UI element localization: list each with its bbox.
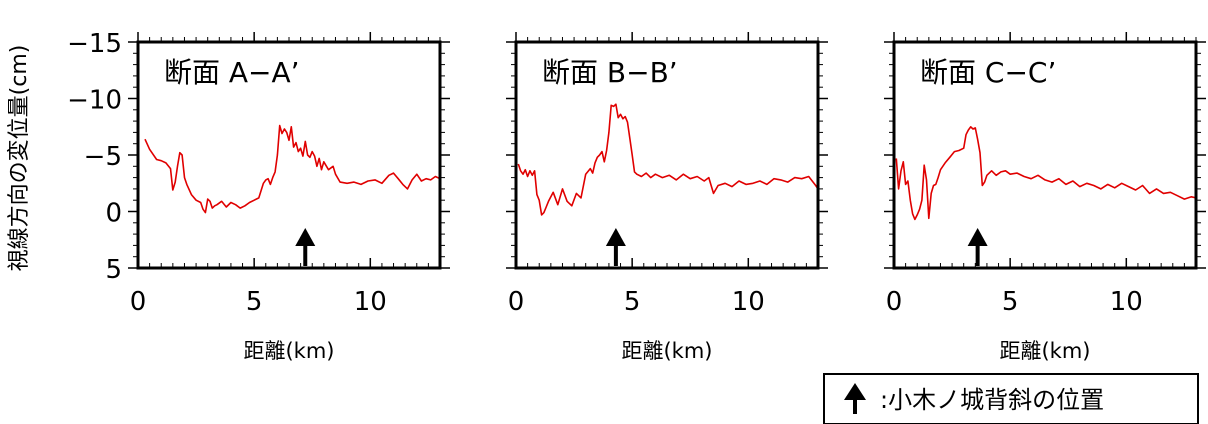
series-line	[144, 124, 441, 214]
y-axis-label: 視線方向の変位量(cm)	[7, 45, 32, 272]
x-tick-label: 5	[624, 287, 641, 317]
x-axis-label: 距離(km)	[621, 339, 712, 363]
y-tick-label: 5	[105, 255, 122, 285]
x-tick-label: 0	[508, 287, 525, 317]
anticline-arrow-icon	[605, 228, 626, 266]
plot-frame	[514, 40, 820, 270]
x-tick-label: 0	[886, 287, 903, 317]
panel-title: 断面 B−B’	[542, 56, 678, 89]
legend-box: :小木ノ城背斜の位置	[823, 373, 1199, 424]
y-tick-label: −15	[67, 29, 122, 59]
x-axis-label: 距離(km)	[999, 339, 1090, 363]
anticline-arrow-icon	[967, 228, 988, 266]
x-tick-label: 10	[732, 287, 765, 317]
anticline-arrow-icon	[295, 228, 316, 266]
plot-frame	[136, 40, 442, 270]
legend-text: :小木ノ城背斜の位置	[880, 386, 1104, 414]
chart-panel-3: 0 5 10 断面 C−C’ 距離(km)	[884, 32, 1206, 363]
panel-title: 断面 A−A’	[164, 56, 300, 89]
x-tick-label: 0	[130, 287, 147, 317]
x-tick-label: 10	[1110, 287, 1143, 317]
x-axis-label: 距離(km)	[243, 339, 334, 363]
x-tick-label: 5	[246, 287, 263, 317]
series-line	[895, 126, 1197, 221]
plot-frame	[892, 40, 1198, 270]
x-tick-label: 5	[1002, 287, 1019, 317]
series-line	[517, 103, 819, 216]
arrow-icon	[844, 383, 866, 414]
chart-panel-2: 0 5 10 断面 B−B’ 距離(km)	[506, 32, 828, 363]
x-tick-label: 10	[354, 287, 387, 317]
y-tick-label: −10	[67, 86, 122, 116]
panel-title: 断面 C−C’	[920, 56, 1056, 89]
legend-frame	[823, 373, 1199, 424]
y-tick-label: −5	[84, 142, 122, 172]
y-tick-label: 0	[105, 199, 122, 229]
